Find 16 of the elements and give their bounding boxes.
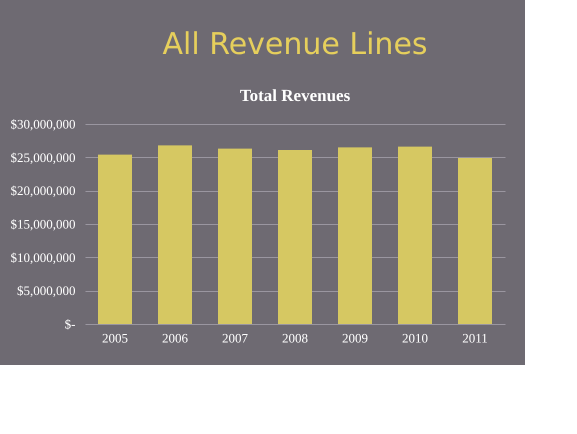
y-tick-label: $10,000,000 <box>10 250 76 265</box>
x-tick-label: 2010 <box>402 330 428 346</box>
y-tick-label: $5,000,000 <box>17 283 76 298</box>
x-tick-label: 2006 <box>162 330 188 346</box>
chart-title: All Revenue Lines <box>162 27 428 62</box>
x-tick-label: 2009 <box>342 330 368 346</box>
y-tick-label: $25,000,000 <box>10 150 76 165</box>
y-tick-label: $30,000,000 <box>10 116 76 132</box>
x-tick-label: 2005 <box>102 330 128 346</box>
x-tick-label: 2011 <box>462 330 488 346</box>
y-tick-label: $- <box>64 316 76 332</box>
x-tick-label: 2007 <box>222 330 248 346</box>
x-tick-label: 2008 <box>282 330 308 346</box>
y-tick-label: $20,000,000 <box>10 183 76 198</box>
chart-subtitle: Total Revenues <box>240 86 351 105</box>
y-tick-label: $15,000,000 <box>10 216 76 232</box>
